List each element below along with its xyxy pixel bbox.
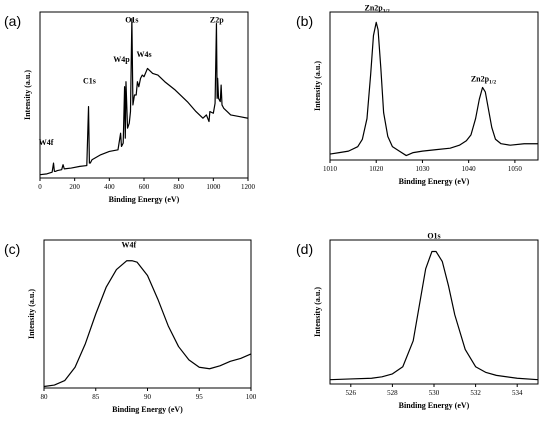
peak-label: Zn2p3/2 <box>365 3 391 14</box>
x-tick-label: 0 <box>38 183 42 191</box>
x-tick-label: 1050 <box>508 165 523 173</box>
panel-letter: (d) <box>296 241 313 257</box>
plot-frame <box>329 11 539 161</box>
x-axis-title: Binding Energy (eV) <box>399 177 470 186</box>
x-tick-label: 530 <box>429 389 440 397</box>
plot-frame <box>329 239 539 385</box>
y-axis-title: Intensity (a.u.) <box>27 289 36 339</box>
x-tick-label: 400 <box>104 183 115 191</box>
panel-letter: (a) <box>4 13 21 29</box>
peak-label: W4f <box>39 138 54 147</box>
peak-label: W4p <box>113 55 130 64</box>
x-tick-label: 85 <box>92 393 100 401</box>
x-tick-label: 526 <box>346 389 357 397</box>
x-tick-label: 1040 <box>462 165 477 173</box>
chart-panel-3: (c) 80 85 90 95 100 Binding Energy (eV) Intensi… <box>4 239 257 414</box>
x-tick-label: 200 <box>69 183 80 191</box>
peak-label: Z2p <box>210 15 224 24</box>
x-tick-label: 1030 <box>415 165 430 173</box>
peak-label: C1s <box>83 77 96 86</box>
x-tick-label: 90 <box>144 393 152 401</box>
x-tick-label: 1010 <box>323 165 338 173</box>
y-axis-title: Intensity (a.u.) <box>23 70 32 120</box>
chart-panel-1: (a) 0 200 400 600 800 1000 1200 Binding Energy (… <box>4 11 256 204</box>
chart-panel-2: (b) 1010 1020 1030 1040 1050 Binding Energy (e… <box>296 3 539 186</box>
peak-label: O1s <box>427 231 440 240</box>
x-tick-label: 95 <box>196 393 204 401</box>
x-tick-label: 1020 <box>369 165 384 173</box>
x-axis-title: Binding Energy (eV) <box>109 195 180 204</box>
x-tick-label: 1200 <box>241 183 256 191</box>
x-tick-label: 100 <box>246 393 257 401</box>
series-line <box>329 250 539 381</box>
y-axis-title: Intensity (a.u.) <box>313 61 322 111</box>
x-axis-title: Binding Energy (eV) <box>112 405 183 414</box>
y-axis-title: Intensity (a.u.) <box>313 287 322 337</box>
panel-letter: (c) <box>4 241 20 257</box>
x-tick-label: 600 <box>139 183 150 191</box>
peak-label: W4s <box>136 50 151 59</box>
series-line <box>43 260 252 388</box>
x-tick-label: 800 <box>173 183 184 191</box>
peak-label: Zn2p1/2 <box>471 75 497 86</box>
x-tick-label: 1000 <box>206 183 221 191</box>
peak-label: O1s <box>125 15 138 24</box>
x-tick-label: 80 <box>41 393 49 401</box>
x-tick-label: 528 <box>387 389 398 397</box>
chart-panel-4: (d) 526 528 530 532 534 Binding Energy (eV) Int… <box>296 231 539 410</box>
x-axis-title: Binding Energy (eV) <box>399 401 470 410</box>
x-tick-label: 532 <box>470 389 481 397</box>
series-line <box>39 18 249 176</box>
peak-label: W4f <box>122 240 137 249</box>
panel-letter: (b) <box>296 13 313 29</box>
x-tick-label: 534 <box>512 389 523 397</box>
series-line <box>329 21 538 157</box>
